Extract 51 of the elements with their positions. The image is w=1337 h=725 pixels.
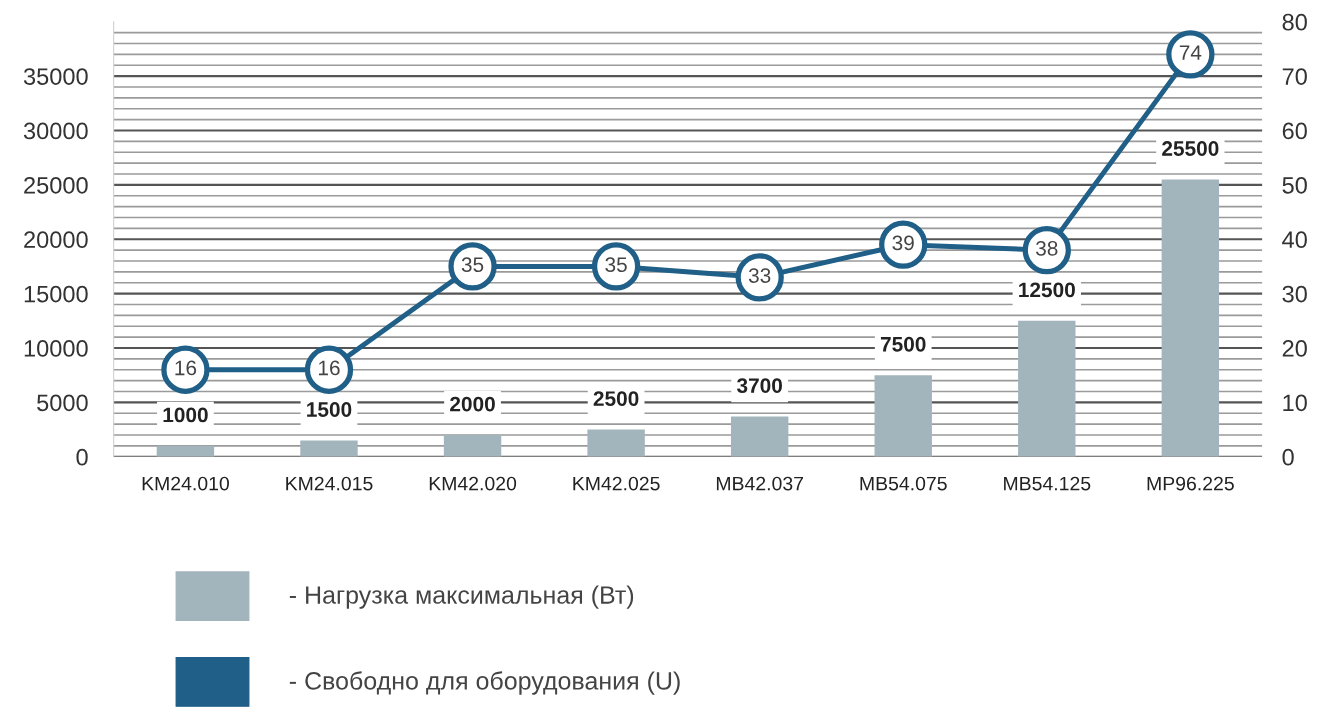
y2-tick-label: 70 xyxy=(1282,68,1307,85)
y2-tick-label: 30 xyxy=(1282,285,1307,303)
data-label: 74 xyxy=(1179,45,1202,60)
y-tick-label: 30000 xyxy=(23,122,88,140)
data-label: 39 xyxy=(892,235,914,251)
x-tick-label: KM42.020 xyxy=(429,476,517,491)
data-label: 1500 xyxy=(307,402,352,417)
bar xyxy=(300,440,358,457)
data-label: 35 xyxy=(461,257,484,273)
data-label: 2500 xyxy=(593,391,639,406)
x-tick-label: MP96.225 xyxy=(1147,476,1234,491)
x-tick-label: MB54.075 xyxy=(860,476,947,491)
data-label: 33 xyxy=(748,268,771,283)
x-tick-label: KM42.025 xyxy=(573,476,660,491)
y2-tick-label: 10 xyxy=(1283,394,1307,412)
y2-tick-label: 20 xyxy=(1282,340,1307,357)
y-tick-label: 5000 xyxy=(37,394,88,412)
data-label: 2000 xyxy=(450,396,495,412)
data-label: 16 xyxy=(175,360,197,376)
data-label: 3700 xyxy=(736,378,782,393)
y-tick-label: 35000 xyxy=(23,68,88,85)
data-label: 38 xyxy=(1036,240,1058,256)
data-label: 35 xyxy=(605,257,627,273)
x-tick-label: KM24.015 xyxy=(286,476,373,491)
y-tick-label: 25000 xyxy=(24,176,88,194)
bar xyxy=(156,445,215,457)
legend-label: - Свободно для оборудования (U) xyxy=(289,671,680,695)
y-tick-label: 20000 xyxy=(24,231,88,249)
data-label: 25500 xyxy=(1162,141,1219,156)
y-tick-label: 15000 xyxy=(24,285,88,303)
bar xyxy=(1161,179,1220,457)
y2-tick-label: 80 xyxy=(1282,13,1307,31)
legend-label: - Нагрузка максимальная (Вт) xyxy=(289,585,634,609)
y-tick-label: 0 xyxy=(76,448,88,466)
x-tick-label: KM24.010 xyxy=(142,476,229,491)
data-label: 7500 xyxy=(880,336,926,352)
data-label: 1000 xyxy=(163,407,208,423)
bar xyxy=(1018,320,1076,457)
bar xyxy=(443,435,502,457)
y2-tick-label: 50 xyxy=(1282,176,1307,194)
bar xyxy=(730,416,789,457)
x-tick-label: MB42.037 xyxy=(716,476,804,491)
y-tick-label: 10000 xyxy=(24,340,88,357)
bar xyxy=(587,429,645,457)
bar xyxy=(874,375,932,457)
y2-tick-label: 40 xyxy=(1282,231,1307,249)
y2-tick-label: 0 xyxy=(1282,448,1294,466)
x-tick-label: MB54.125 xyxy=(1004,476,1091,491)
data-label: 12500 xyxy=(1019,282,1075,298)
data-label: 16 xyxy=(318,360,340,376)
y2-tick-label: 60 xyxy=(1282,122,1307,140)
